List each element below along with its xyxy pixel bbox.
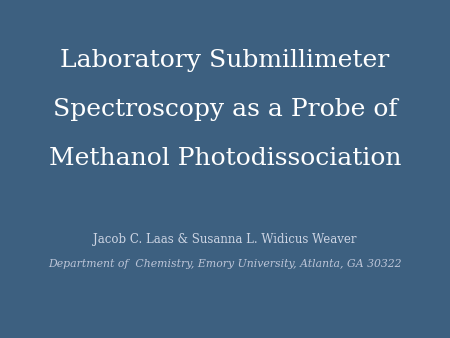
Text: Spectroscopy as a Probe of: Spectroscopy as a Probe of (53, 98, 397, 121)
Text: Laboratory Submillimeter: Laboratory Submillimeter (60, 49, 390, 72)
Text: Methanol Photodissociation: Methanol Photodissociation (49, 147, 401, 170)
Text: Jacob C. Laas & Susanna L. Widicus Weaver: Jacob C. Laas & Susanna L. Widicus Weave… (93, 234, 357, 246)
Text: Department of  Chemistry, Emory University, Atlanta, GA 30322: Department of Chemistry, Emory Universit… (48, 259, 402, 269)
